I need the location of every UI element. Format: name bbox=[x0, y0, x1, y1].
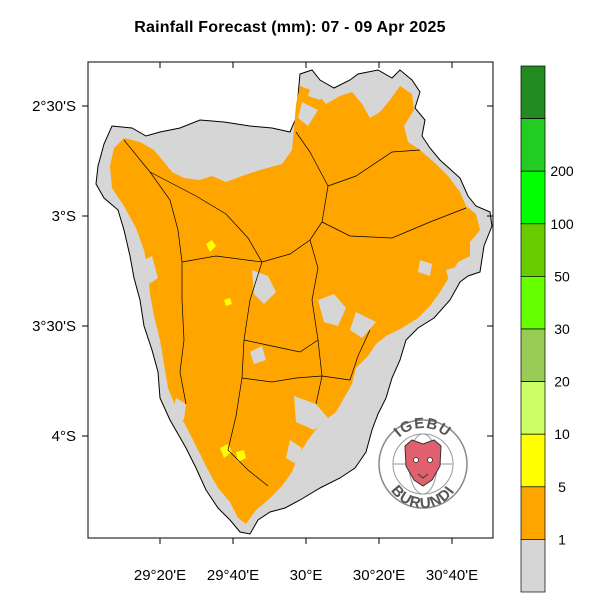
lat-tick-marks bbox=[82, 105, 493, 437]
colorbar-swatch bbox=[520, 328, 546, 382]
lat-tick-labels: 2°30'S 3°S 3°30'S 4°S bbox=[32, 98, 76, 445]
colorbar-swatch bbox=[520, 433, 546, 488]
map-title: Rainfall Forecast (mm): 07 - 09 Apr 2025 bbox=[134, 19, 446, 36]
lon-label: 30°E bbox=[290, 567, 323, 584]
lon-label: 30°40'E bbox=[426, 567, 478, 584]
lon-label: 29°40'E bbox=[207, 567, 259, 584]
province-boundaries bbox=[123, 131, 467, 487]
colorbar-swatch bbox=[520, 276, 546, 330]
dry-patches bbox=[140, 84, 462, 490]
lon-tick-marks bbox=[159, 62, 453, 544]
lon-label: 30°20'E bbox=[353, 567, 405, 584]
colorbar-swatch bbox=[520, 223, 546, 277]
lon-tick-labels: 29°20'E 29°40'E 30°E 30°20'E 30°40'E bbox=[134, 567, 478, 584]
colorbar-swatch bbox=[520, 539, 546, 593]
colorbar-swatch bbox=[520, 486, 546, 540]
colorbar-swatch bbox=[520, 65, 546, 119]
lat-label: 4°S bbox=[52, 428, 76, 445]
colorbar-label: 20 bbox=[554, 374, 570, 390]
colorbar: 1 5 10 20 30 50 100 200 bbox=[520, 65, 574, 593]
rainfall-1-5mm-area bbox=[110, 86, 480, 524]
lat-label: 3°30'S bbox=[32, 318, 76, 335]
colorbar-swatch bbox=[520, 118, 546, 172]
rainfall-5-10mm-spots bbox=[206, 240, 246, 462]
lat-label: 2°30'S bbox=[32, 98, 76, 115]
colorbar-label: 1 bbox=[558, 531, 566, 547]
colorbar-swatch bbox=[520, 170, 546, 225]
lon-label: 29°20'E bbox=[134, 567, 186, 584]
colorbar-swatch bbox=[520, 381, 546, 435]
lat-label: 3°S bbox=[52, 208, 76, 225]
colorbar-label: 10 bbox=[554, 426, 570, 442]
colorbar-label: 100 bbox=[550, 216, 574, 232]
colorbar-label: 5 bbox=[558, 479, 566, 495]
colorbar-label: 30 bbox=[554, 321, 570, 337]
colorbar-label: 200 bbox=[550, 163, 574, 179]
colorbar-label: 50 bbox=[554, 268, 570, 284]
